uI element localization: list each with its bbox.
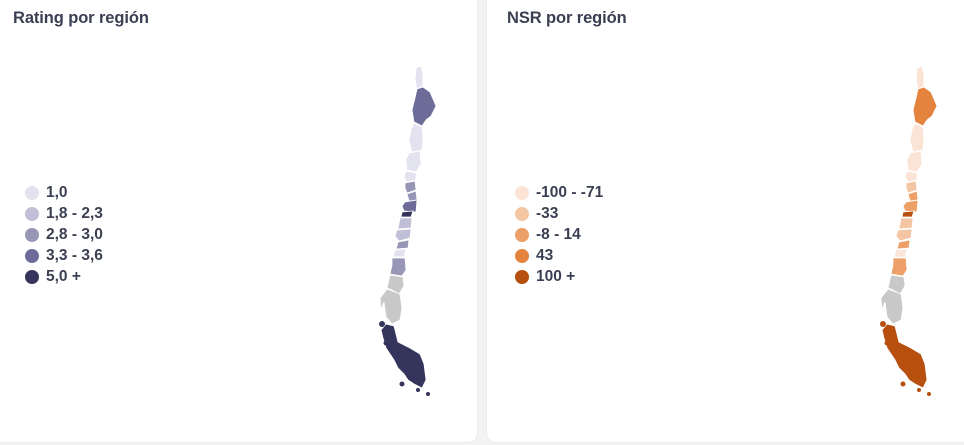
map-region[interactable] <box>380 323 427 389</box>
map-region[interactable] <box>881 323 928 389</box>
map-island <box>426 392 430 396</box>
map-region[interactable] <box>403 170 417 183</box>
map-region[interactable] <box>909 122 925 153</box>
legend-item[interactable]: 43 <box>515 245 603 266</box>
map-region[interactable] <box>404 180 417 194</box>
map-region[interactable] <box>392 248 407 258</box>
legend-label: 100 + <box>536 267 576 285</box>
map-region[interactable] <box>408 122 424 153</box>
map-region[interactable] <box>394 228 412 242</box>
map-island <box>884 340 890 346</box>
legend-label: 5,0 + <box>46 267 81 285</box>
legend-swatch <box>25 248 39 263</box>
chile-region-map <box>378 62 448 407</box>
legend-item[interactable]: 3,3 - 3,6 <box>25 245 103 266</box>
legend-label: 1,0 <box>46 183 68 201</box>
map-island <box>383 340 389 346</box>
legend-swatch <box>515 248 529 263</box>
legend-swatch <box>515 227 529 242</box>
map-region[interactable] <box>401 199 418 213</box>
legend-label: -100 - -71 <box>536 183 604 201</box>
map-region[interactable] <box>405 150 422 173</box>
map-region[interactable] <box>411 86 437 127</box>
map-region[interactable] <box>895 228 913 242</box>
legend-swatch <box>515 269 529 284</box>
map-island <box>880 321 886 327</box>
legend-item[interactable]: 100 + <box>515 266 603 287</box>
legend-swatch <box>25 185 39 200</box>
legend-label: 1,8 - 2,3 <box>46 204 103 222</box>
map-region[interactable] <box>901 210 915 218</box>
legend-item[interactable]: 1,8 - 2,3 <box>25 203 103 224</box>
map-island <box>917 388 921 392</box>
map-region[interactable] <box>414 65 424 90</box>
legend-label: -33 <box>536 204 559 222</box>
nsr-panel-title: NSR por región <box>507 9 627 27</box>
legend-item[interactable]: -33 <box>515 203 603 224</box>
map-island <box>399 381 405 387</box>
map-region[interactable] <box>389 257 407 277</box>
map-region[interactable] <box>902 199 919 213</box>
legend-swatch <box>25 227 39 242</box>
map-region[interactable] <box>880 288 904 325</box>
chile-region-map <box>879 62 949 407</box>
rating-panel-title: Rating por región <box>13 9 149 27</box>
map-region[interactable] <box>906 150 923 173</box>
map-region[interactable] <box>904 170 918 183</box>
legend-label: 3,3 - 3,6 <box>46 246 103 264</box>
legend-swatch <box>25 206 39 221</box>
legend-item[interactable]: 1,0 <box>25 182 103 203</box>
legend-label: -8 - 14 <box>536 225 581 243</box>
map-region[interactable] <box>379 288 403 325</box>
map-region[interactable] <box>893 248 908 258</box>
rating-legend: 1,0 1,8 - 2,3 2,8 - 3,0 3,3 - 3,6 5,0 + <box>25 182 103 287</box>
legend-label: 2,8 - 3,0 <box>46 225 103 243</box>
map-region[interactable] <box>395 239 410 250</box>
rating-map-panel: Rating por región 1,0 1,8 - 2,3 2,8 - 3,… <box>0 0 478 443</box>
map-region[interactable] <box>896 239 911 250</box>
legend-swatch <box>25 269 39 284</box>
map-region[interactable] <box>912 86 938 127</box>
map-region[interactable] <box>397 217 413 230</box>
chile-map-svg <box>880 65 938 396</box>
nsr-map-panel: NSR por región -100 - -71 -33 -8 - 14 43… <box>486 0 964 443</box>
map-island <box>416 388 420 392</box>
map-island <box>927 392 931 396</box>
legend-label: 43 <box>536 246 554 264</box>
legend-item[interactable]: -100 - -71 <box>515 182 603 203</box>
chile-map-svg <box>379 65 437 396</box>
legend-swatch <box>515 185 529 200</box>
map-region[interactable] <box>905 180 918 194</box>
legend-item[interactable]: -8 - 14 <box>515 224 603 245</box>
map-island <box>379 321 385 327</box>
legend-item[interactable]: 5,0 + <box>25 266 103 287</box>
map-region[interactable] <box>400 210 414 218</box>
legend-item[interactable]: 2,8 - 3,0 <box>25 224 103 245</box>
map-island <box>900 381 906 387</box>
map-region[interactable] <box>915 65 925 90</box>
map-region[interactable] <box>890 257 908 277</box>
map-region[interactable] <box>898 217 914 230</box>
nsr-legend: -100 - -71 -33 -8 - 14 43 100 + <box>515 182 603 287</box>
legend-swatch <box>515 206 529 221</box>
